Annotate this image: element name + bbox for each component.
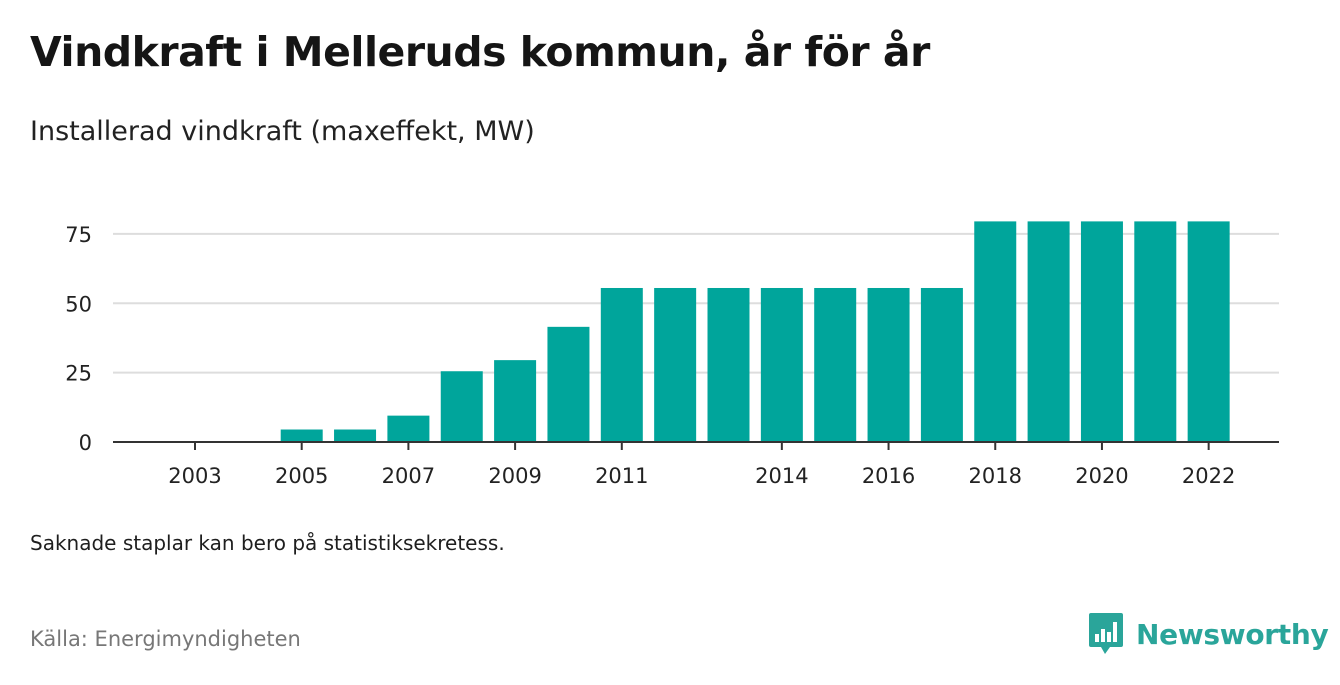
bar-chart: 0 25 50 75 2003 2005 2007 2009 2011 2014 2016 2018… bbox=[65, 221, 1279, 488]
x-tick-label: 2007 bbox=[382, 464, 435, 488]
bar-2020 bbox=[1080, 221, 1123, 442]
bar-2006 bbox=[334, 429, 377, 442]
bar-2011 bbox=[600, 287, 643, 442]
x-tick-label: 2003 bbox=[168, 464, 221, 488]
brand-logo: Newsworthy bbox=[1088, 612, 1329, 656]
chart-subtitle: Installerad vindkraft (maxeffekt, MW) bbox=[30, 116, 535, 147]
bar-2017 bbox=[920, 287, 963, 442]
newsworthy-logo-icon bbox=[1089, 613, 1123, 654]
x-tick-label: 2009 bbox=[488, 464, 541, 488]
chart-title: Vindkraft i Melleruds kommun, år för år bbox=[30, 28, 930, 76]
bar-2005 bbox=[280, 429, 323, 442]
bar-2014 bbox=[760, 287, 803, 442]
x-axis-ticks: 2003 2005 2007 2009 2011 2014 2016 2018 2020 2022 bbox=[168, 442, 1235, 488]
bar-2015 bbox=[814, 287, 857, 442]
bar-2009 bbox=[494, 360, 537, 442]
y-tick-label: 75 bbox=[65, 223, 92, 247]
footnote: Saknade staplar kan bero på statistiksek… bbox=[30, 531, 505, 555]
x-tick-label: 2020 bbox=[1075, 464, 1128, 488]
y-axis-ticks: 0 25 50 75 bbox=[65, 223, 92, 455]
x-tick-label: 2014 bbox=[755, 464, 808, 488]
x-tick-label: 2018 bbox=[969, 464, 1022, 488]
bar-2018 bbox=[974, 221, 1017, 442]
bar-2021 bbox=[1134, 221, 1177, 442]
x-tick-label: 2005 bbox=[275, 464, 328, 488]
bars bbox=[280, 221, 1230, 442]
x-tick-label: 2016 bbox=[862, 464, 915, 488]
y-tick-label: 0 bbox=[79, 431, 92, 455]
bar-2019 bbox=[1027, 221, 1070, 442]
x-tick-label: 2022 bbox=[1182, 464, 1235, 488]
bar-2010 bbox=[547, 326, 590, 442]
bar-2012 bbox=[654, 287, 697, 442]
bar-2013 bbox=[707, 287, 750, 442]
source-credit: Källa: Energimyndigheten bbox=[30, 627, 301, 651]
bar-2007 bbox=[387, 415, 430, 442]
y-tick-label: 50 bbox=[65, 292, 92, 316]
bar-2016 bbox=[867, 287, 910, 442]
x-tick-label: 2011 bbox=[595, 464, 648, 488]
bar-2008 bbox=[440, 371, 483, 442]
brand-name: Newsworthy bbox=[1136, 617, 1329, 651]
bar-2022 bbox=[1187, 221, 1230, 442]
y-tick-label: 25 bbox=[65, 362, 92, 386]
